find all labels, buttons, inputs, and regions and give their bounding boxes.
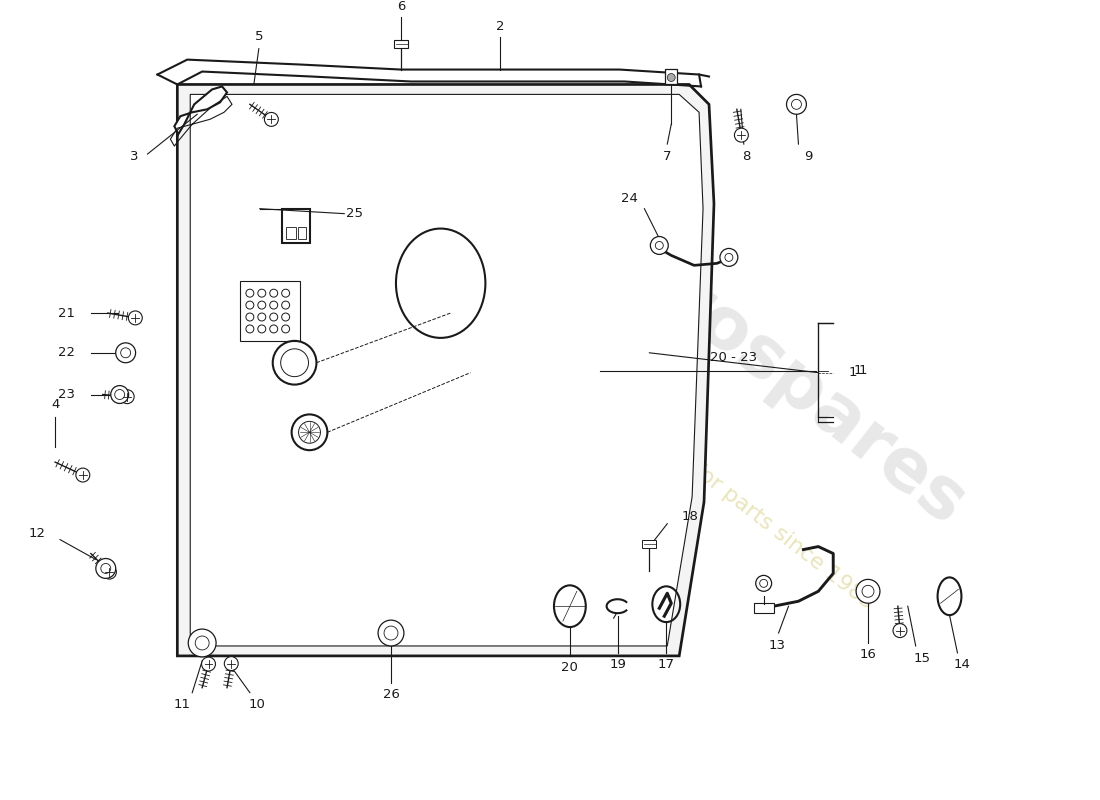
Circle shape bbox=[668, 74, 675, 82]
Bar bbox=[240, 282, 299, 341]
Text: 13: 13 bbox=[768, 639, 785, 653]
Bar bbox=[298, 226, 306, 238]
Text: 4: 4 bbox=[51, 398, 59, 411]
Text: 25: 25 bbox=[346, 207, 363, 220]
Text: 16: 16 bbox=[859, 649, 877, 662]
Circle shape bbox=[111, 386, 129, 403]
Text: 8: 8 bbox=[742, 150, 751, 162]
Circle shape bbox=[650, 237, 669, 254]
Text: 18: 18 bbox=[681, 510, 698, 523]
Text: 24: 24 bbox=[620, 192, 638, 206]
Circle shape bbox=[735, 128, 748, 142]
Bar bbox=[282, 209, 309, 243]
Text: 21: 21 bbox=[58, 306, 75, 319]
Text: 22: 22 bbox=[58, 346, 75, 359]
Circle shape bbox=[786, 94, 806, 114]
Bar bbox=[642, 540, 657, 547]
Circle shape bbox=[96, 558, 115, 578]
Circle shape bbox=[378, 620, 404, 646]
Text: 19: 19 bbox=[609, 658, 626, 671]
Text: 2: 2 bbox=[496, 20, 505, 34]
Text: 1: 1 bbox=[849, 366, 857, 379]
Circle shape bbox=[76, 468, 90, 482]
Text: 14: 14 bbox=[954, 658, 971, 671]
Text: 20 - 23: 20 - 23 bbox=[710, 351, 757, 364]
Text: 20: 20 bbox=[561, 662, 579, 674]
Text: 7: 7 bbox=[663, 150, 671, 162]
Polygon shape bbox=[754, 603, 773, 613]
Circle shape bbox=[201, 657, 216, 671]
Text: 23: 23 bbox=[58, 388, 75, 401]
Circle shape bbox=[116, 343, 135, 362]
Polygon shape bbox=[174, 86, 227, 134]
Circle shape bbox=[756, 575, 771, 591]
Circle shape bbox=[129, 311, 142, 325]
Circle shape bbox=[102, 565, 117, 579]
Circle shape bbox=[719, 249, 738, 266]
Polygon shape bbox=[177, 85, 714, 656]
Text: 9: 9 bbox=[804, 150, 813, 162]
Text: a passion for parts since 1985: a passion for parts since 1985 bbox=[600, 390, 878, 614]
Text: 10: 10 bbox=[249, 698, 265, 711]
Text: 1: 1 bbox=[858, 364, 867, 377]
Text: 5: 5 bbox=[254, 30, 263, 43]
Bar bbox=[286, 226, 296, 238]
Text: eurospares: eurospares bbox=[578, 205, 980, 541]
Text: 15: 15 bbox=[913, 652, 931, 666]
Circle shape bbox=[893, 624, 906, 638]
Text: 11: 11 bbox=[174, 698, 190, 711]
Circle shape bbox=[856, 579, 880, 603]
Polygon shape bbox=[190, 94, 703, 646]
Circle shape bbox=[120, 390, 134, 404]
Text: 6: 6 bbox=[397, 1, 405, 14]
Text: 12: 12 bbox=[29, 527, 45, 540]
Circle shape bbox=[188, 629, 216, 657]
Text: 3: 3 bbox=[130, 150, 139, 162]
Text: 26: 26 bbox=[383, 688, 399, 701]
Text: 17: 17 bbox=[658, 658, 674, 671]
Circle shape bbox=[264, 113, 278, 126]
Circle shape bbox=[224, 657, 239, 670]
Text: 1: 1 bbox=[854, 364, 861, 377]
Bar bbox=[666, 69, 678, 85]
Bar bbox=[394, 40, 408, 48]
